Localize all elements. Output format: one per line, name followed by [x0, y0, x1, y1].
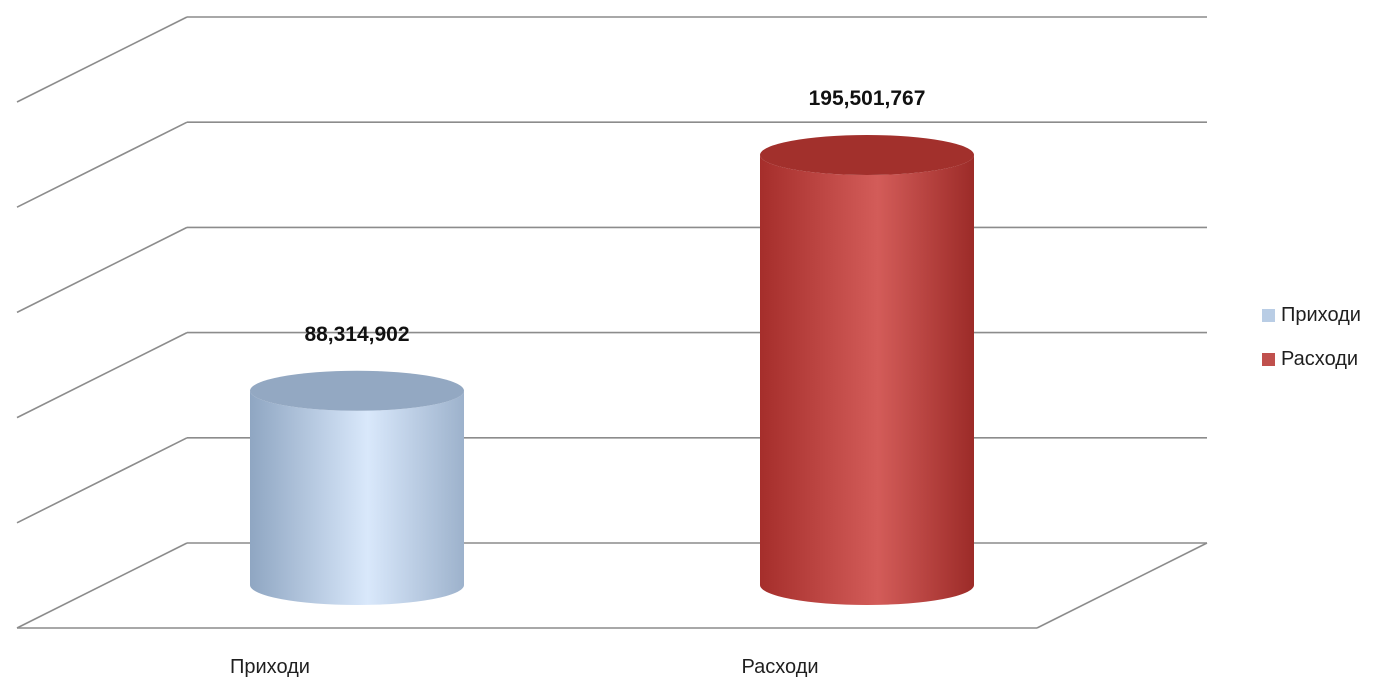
gridline-side: [16, 331, 188, 419]
gridline-side: [16, 16, 188, 103]
legend: Приходи Расходи: [1262, 304, 1361, 392]
legend-swatch-rashodi: [1262, 352, 1275, 366]
gridline-side: [16, 226, 188, 314]
data-label-1: 195,501,767: [809, 87, 926, 110]
category-label-0: Приходи: [230, 656, 310, 677]
gridline-side: [16, 542, 188, 629]
legend-label-prihodi: Приходи: [1281, 303, 1361, 326]
gridline-side: [16, 121, 188, 208]
data-label-0: 88,314,902: [304, 323, 409, 346]
bar-prihodi-body: [250, 390, 464, 605]
bar-prihodi: [250, 370, 464, 605]
floor-right-edge: [1036, 542, 1208, 629]
labels: 88,314,902 Приходи 195,501,767 Расходи: [230, 87, 925, 677]
bar-rashodi-body: [760, 155, 974, 605]
bars: [250, 135, 974, 605]
legend-item-prihodi: Приходи: [1262, 304, 1361, 326]
category-label-1: Расходи: [741, 656, 818, 677]
legend-item-rashodi: Расходи: [1262, 348, 1361, 370]
bar-rashodi: [760, 135, 974, 605]
bar-rashodi-top: [760, 135, 974, 175]
gridlines: [16, 16, 1208, 629]
gridline-side: [16, 437, 188, 524]
legend-label-rashodi: Расходи: [1281, 347, 1359, 370]
legend-swatch-prihodi: [1262, 308, 1275, 322]
bar-prihodi-top: [250, 370, 464, 411]
